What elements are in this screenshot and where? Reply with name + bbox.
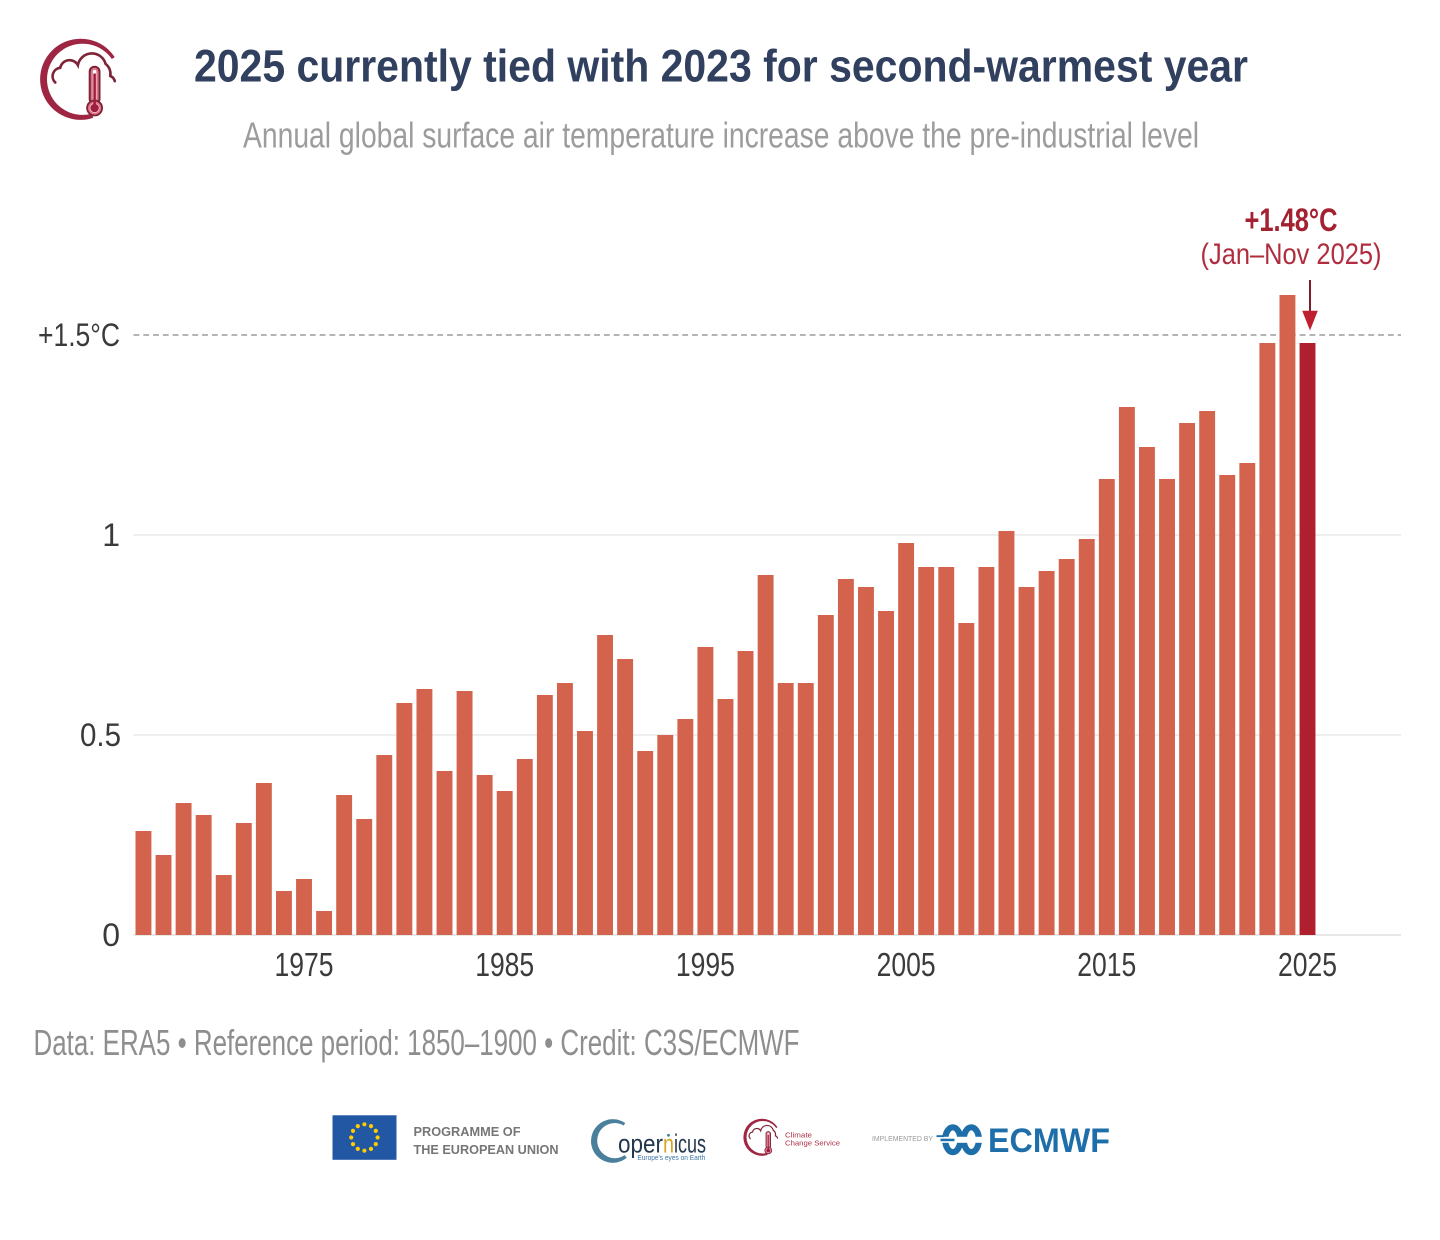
svg-text:oper: oper <box>618 1129 663 1159</box>
svg-text:Data: ERA5 • Reference period:: Data: ERA5 • Reference period: 1850–1900… <box>34 1022 800 1063</box>
svg-text:2005: 2005 <box>877 946 936 983</box>
svg-text:PROGRAMME OF: PROGRAMME OF <box>414 1125 521 1139</box>
svg-text:IMPLEMENTED BY: IMPLEMENTED BY <box>872 1134 933 1143</box>
svg-text:icus: icus <box>674 1129 706 1159</box>
svg-text:ECMWF: ECMWF <box>988 1122 1110 1160</box>
svg-text:2025 currently tied with 2023: 2025 currently tied with 2023 for second… <box>194 41 1248 92</box>
svg-text:Europe's eyes on Earth: Europe's eyes on Earth <box>637 1153 705 1162</box>
svg-text:+1.5°C: +1.5°C <box>38 317 120 353</box>
svg-text:Climate: Climate <box>785 1131 812 1140</box>
svg-text:1985: 1985 <box>475 946 534 983</box>
svg-text:Change Service: Change Service <box>785 1138 840 1147</box>
svg-text:1: 1 <box>102 517 120 553</box>
svg-text:+1.48°C: +1.48°C <box>1245 202 1338 238</box>
svg-text:2015: 2015 <box>1077 946 1136 983</box>
svg-text:1975: 1975 <box>275 946 334 983</box>
svg-text:0: 0 <box>102 917 120 953</box>
svg-text:0.5: 0.5 <box>80 717 121 753</box>
svg-text:2025: 2025 <box>1278 946 1337 983</box>
svg-text:Annual global surface air temp: Annual global surface air temperature in… <box>243 115 1199 156</box>
svg-text:1995: 1995 <box>676 946 735 983</box>
svg-text:(Jan–Nov 2025): (Jan–Nov 2025) <box>1201 238 1382 271</box>
svg-text:n: n <box>663 1129 674 1159</box>
svg-text:THE EUROPEAN UNION: THE EUROPEAN UNION <box>414 1143 559 1157</box>
